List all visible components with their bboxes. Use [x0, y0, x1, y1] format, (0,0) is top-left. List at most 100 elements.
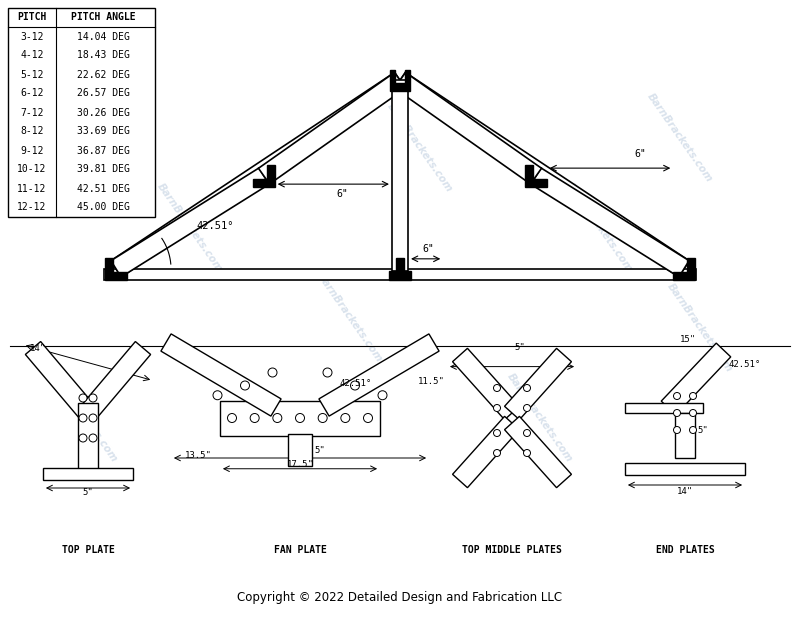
Text: PITCH: PITCH: [18, 12, 46, 22]
Circle shape: [378, 391, 387, 400]
Circle shape: [674, 392, 681, 399]
Circle shape: [250, 413, 259, 423]
Polygon shape: [662, 343, 730, 415]
Circle shape: [494, 449, 501, 457]
Polygon shape: [105, 258, 126, 279]
Text: BarnBrackets.com: BarnBrackets.com: [666, 282, 734, 375]
Polygon shape: [505, 349, 571, 420]
Bar: [104, 269, 696, 281]
Polygon shape: [80, 342, 150, 420]
Polygon shape: [526, 166, 547, 187]
Text: 15": 15": [679, 335, 696, 344]
Bar: [392, 80, 408, 271]
Text: 42.51°: 42.51°: [340, 378, 372, 387]
Text: 4-12: 4-12: [20, 51, 44, 61]
Text: 5-12: 5-12: [20, 69, 44, 80]
Text: 17.5": 17.5": [286, 460, 314, 469]
Circle shape: [494, 405, 501, 412]
Text: 6-12: 6-12: [20, 88, 44, 98]
Polygon shape: [674, 258, 694, 279]
Circle shape: [674, 410, 681, 417]
Polygon shape: [26, 342, 96, 420]
Text: BarnBrackets.com: BarnBrackets.com: [566, 182, 634, 274]
Circle shape: [523, 384, 530, 391]
Circle shape: [523, 449, 530, 457]
Polygon shape: [161, 334, 281, 416]
Text: 6": 6": [336, 189, 348, 199]
Circle shape: [89, 394, 97, 402]
Polygon shape: [531, 168, 689, 277]
Circle shape: [273, 413, 282, 423]
Text: 6": 6": [634, 149, 646, 159]
Text: BarnBrackets.com: BarnBrackets.com: [646, 91, 714, 184]
Text: 13.5": 13.5": [185, 452, 212, 460]
Text: 33.69 DEG: 33.69 DEG: [77, 127, 130, 137]
Circle shape: [318, 413, 327, 423]
Text: 12-12: 12-12: [18, 203, 46, 213]
Polygon shape: [253, 166, 275, 187]
Bar: [288, 433, 312, 465]
Circle shape: [89, 414, 97, 422]
Circle shape: [268, 368, 277, 377]
Circle shape: [690, 410, 697, 417]
Polygon shape: [453, 349, 519, 420]
Text: BarnBrackets.com: BarnBrackets.com: [315, 272, 385, 365]
Text: 5": 5": [697, 426, 708, 435]
Circle shape: [494, 430, 501, 436]
Bar: [625, 403, 703, 413]
Text: 10-12: 10-12: [18, 164, 46, 174]
Polygon shape: [394, 72, 542, 184]
Text: END PLATES: END PLATES: [656, 545, 714, 555]
Circle shape: [295, 413, 305, 423]
Text: 30.26 DEG: 30.26 DEG: [77, 108, 130, 117]
Bar: [78, 403, 98, 473]
Polygon shape: [110, 72, 406, 277]
Polygon shape: [389, 258, 411, 279]
Text: 5": 5": [82, 488, 94, 497]
Polygon shape: [390, 70, 410, 91]
Text: 26.57 DEG: 26.57 DEG: [77, 88, 130, 98]
Text: 5": 5": [514, 343, 525, 352]
Circle shape: [523, 405, 530, 412]
Text: FAN PLATE: FAN PLATE: [274, 545, 326, 555]
Circle shape: [494, 384, 501, 391]
Text: 39.81 DEG: 39.81 DEG: [77, 164, 130, 174]
Text: 42.51°: 42.51°: [196, 221, 234, 231]
Text: Copyright © 2022 Detailed Design and Fabrication LLC: Copyright © 2022 Detailed Design and Fab…: [238, 591, 562, 604]
Text: BarnBrackets.com: BarnBrackets.com: [155, 182, 225, 274]
Bar: [625, 463, 745, 475]
Circle shape: [323, 368, 332, 377]
Text: 11.5": 11.5": [418, 377, 445, 386]
Circle shape: [350, 381, 359, 390]
Text: 18.43 DEG: 18.43 DEG: [77, 51, 130, 61]
Text: BarnBrackets.com: BarnBrackets.com: [386, 102, 454, 194]
Bar: [220, 400, 380, 436]
Circle shape: [690, 392, 697, 399]
Text: 22.62 DEG: 22.62 DEG: [77, 69, 130, 80]
Text: 5": 5": [314, 446, 325, 455]
Polygon shape: [394, 72, 690, 277]
Circle shape: [363, 413, 373, 423]
Polygon shape: [258, 72, 406, 184]
Text: 14": 14": [677, 487, 693, 496]
Circle shape: [79, 434, 87, 442]
Text: 9-12: 9-12: [20, 145, 44, 156]
Text: TOP PLATE: TOP PLATE: [62, 545, 114, 555]
Text: 14": 14": [30, 344, 46, 353]
Bar: [8, 8, 155, 217]
Polygon shape: [453, 417, 519, 488]
Text: 42.51 DEG: 42.51 DEG: [77, 184, 130, 193]
Text: 8-12: 8-12: [20, 127, 44, 137]
Text: PITCH ANGLE: PITCH ANGLE: [71, 12, 136, 22]
Circle shape: [213, 391, 222, 400]
Text: BarnBrackets.com: BarnBrackets.com: [50, 371, 119, 464]
Text: 14.04 DEG: 14.04 DEG: [77, 32, 130, 41]
Text: 11-12: 11-12: [18, 184, 46, 193]
Circle shape: [241, 381, 250, 390]
Circle shape: [227, 413, 237, 423]
Text: TOP MIDDLE PLATES: TOP MIDDLE PLATES: [462, 545, 562, 555]
Text: 36.87 DEG: 36.87 DEG: [77, 145, 130, 156]
Polygon shape: [111, 168, 269, 277]
Text: BarnBrackets.com: BarnBrackets.com: [86, 112, 154, 205]
Circle shape: [523, 430, 530, 436]
